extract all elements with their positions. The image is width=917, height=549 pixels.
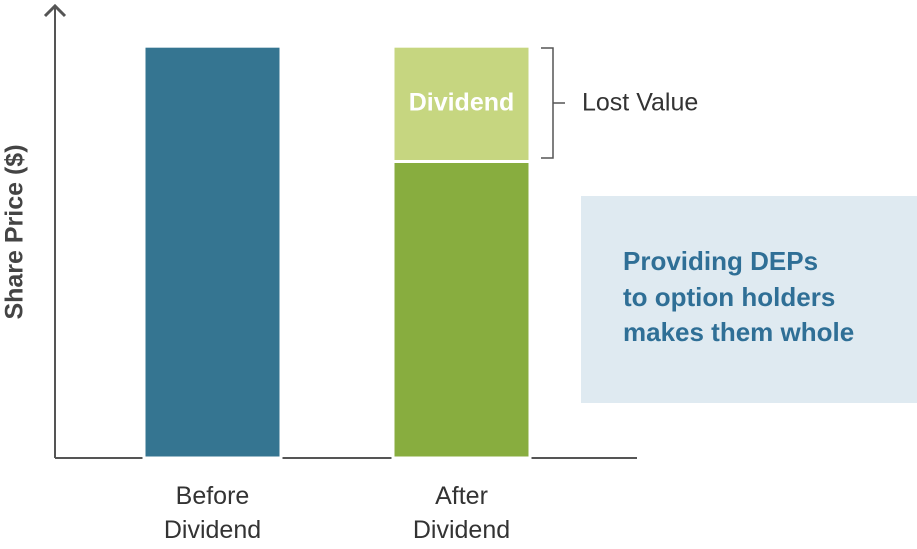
callout-text: Providing DEPs [623, 246, 818, 276]
y-axis-label: Share Price ($) [1, 144, 29, 319]
x-tick-label: Before Dividend [163, 482, 262, 544]
x-tick-label: After Dividend [412, 482, 511, 544]
bar [391, 44, 532, 163]
bracket [541, 47, 565, 159]
segment-label: Dividend [409, 88, 515, 116]
bracket-label: Lost Value [582, 89, 698, 117]
callout-box [581, 196, 917, 403]
callout-text: makes them whole [623, 317, 854, 347]
callout-text: to option holders [623, 282, 835, 312]
bar [391, 159, 532, 460]
bar [142, 44, 283, 460]
